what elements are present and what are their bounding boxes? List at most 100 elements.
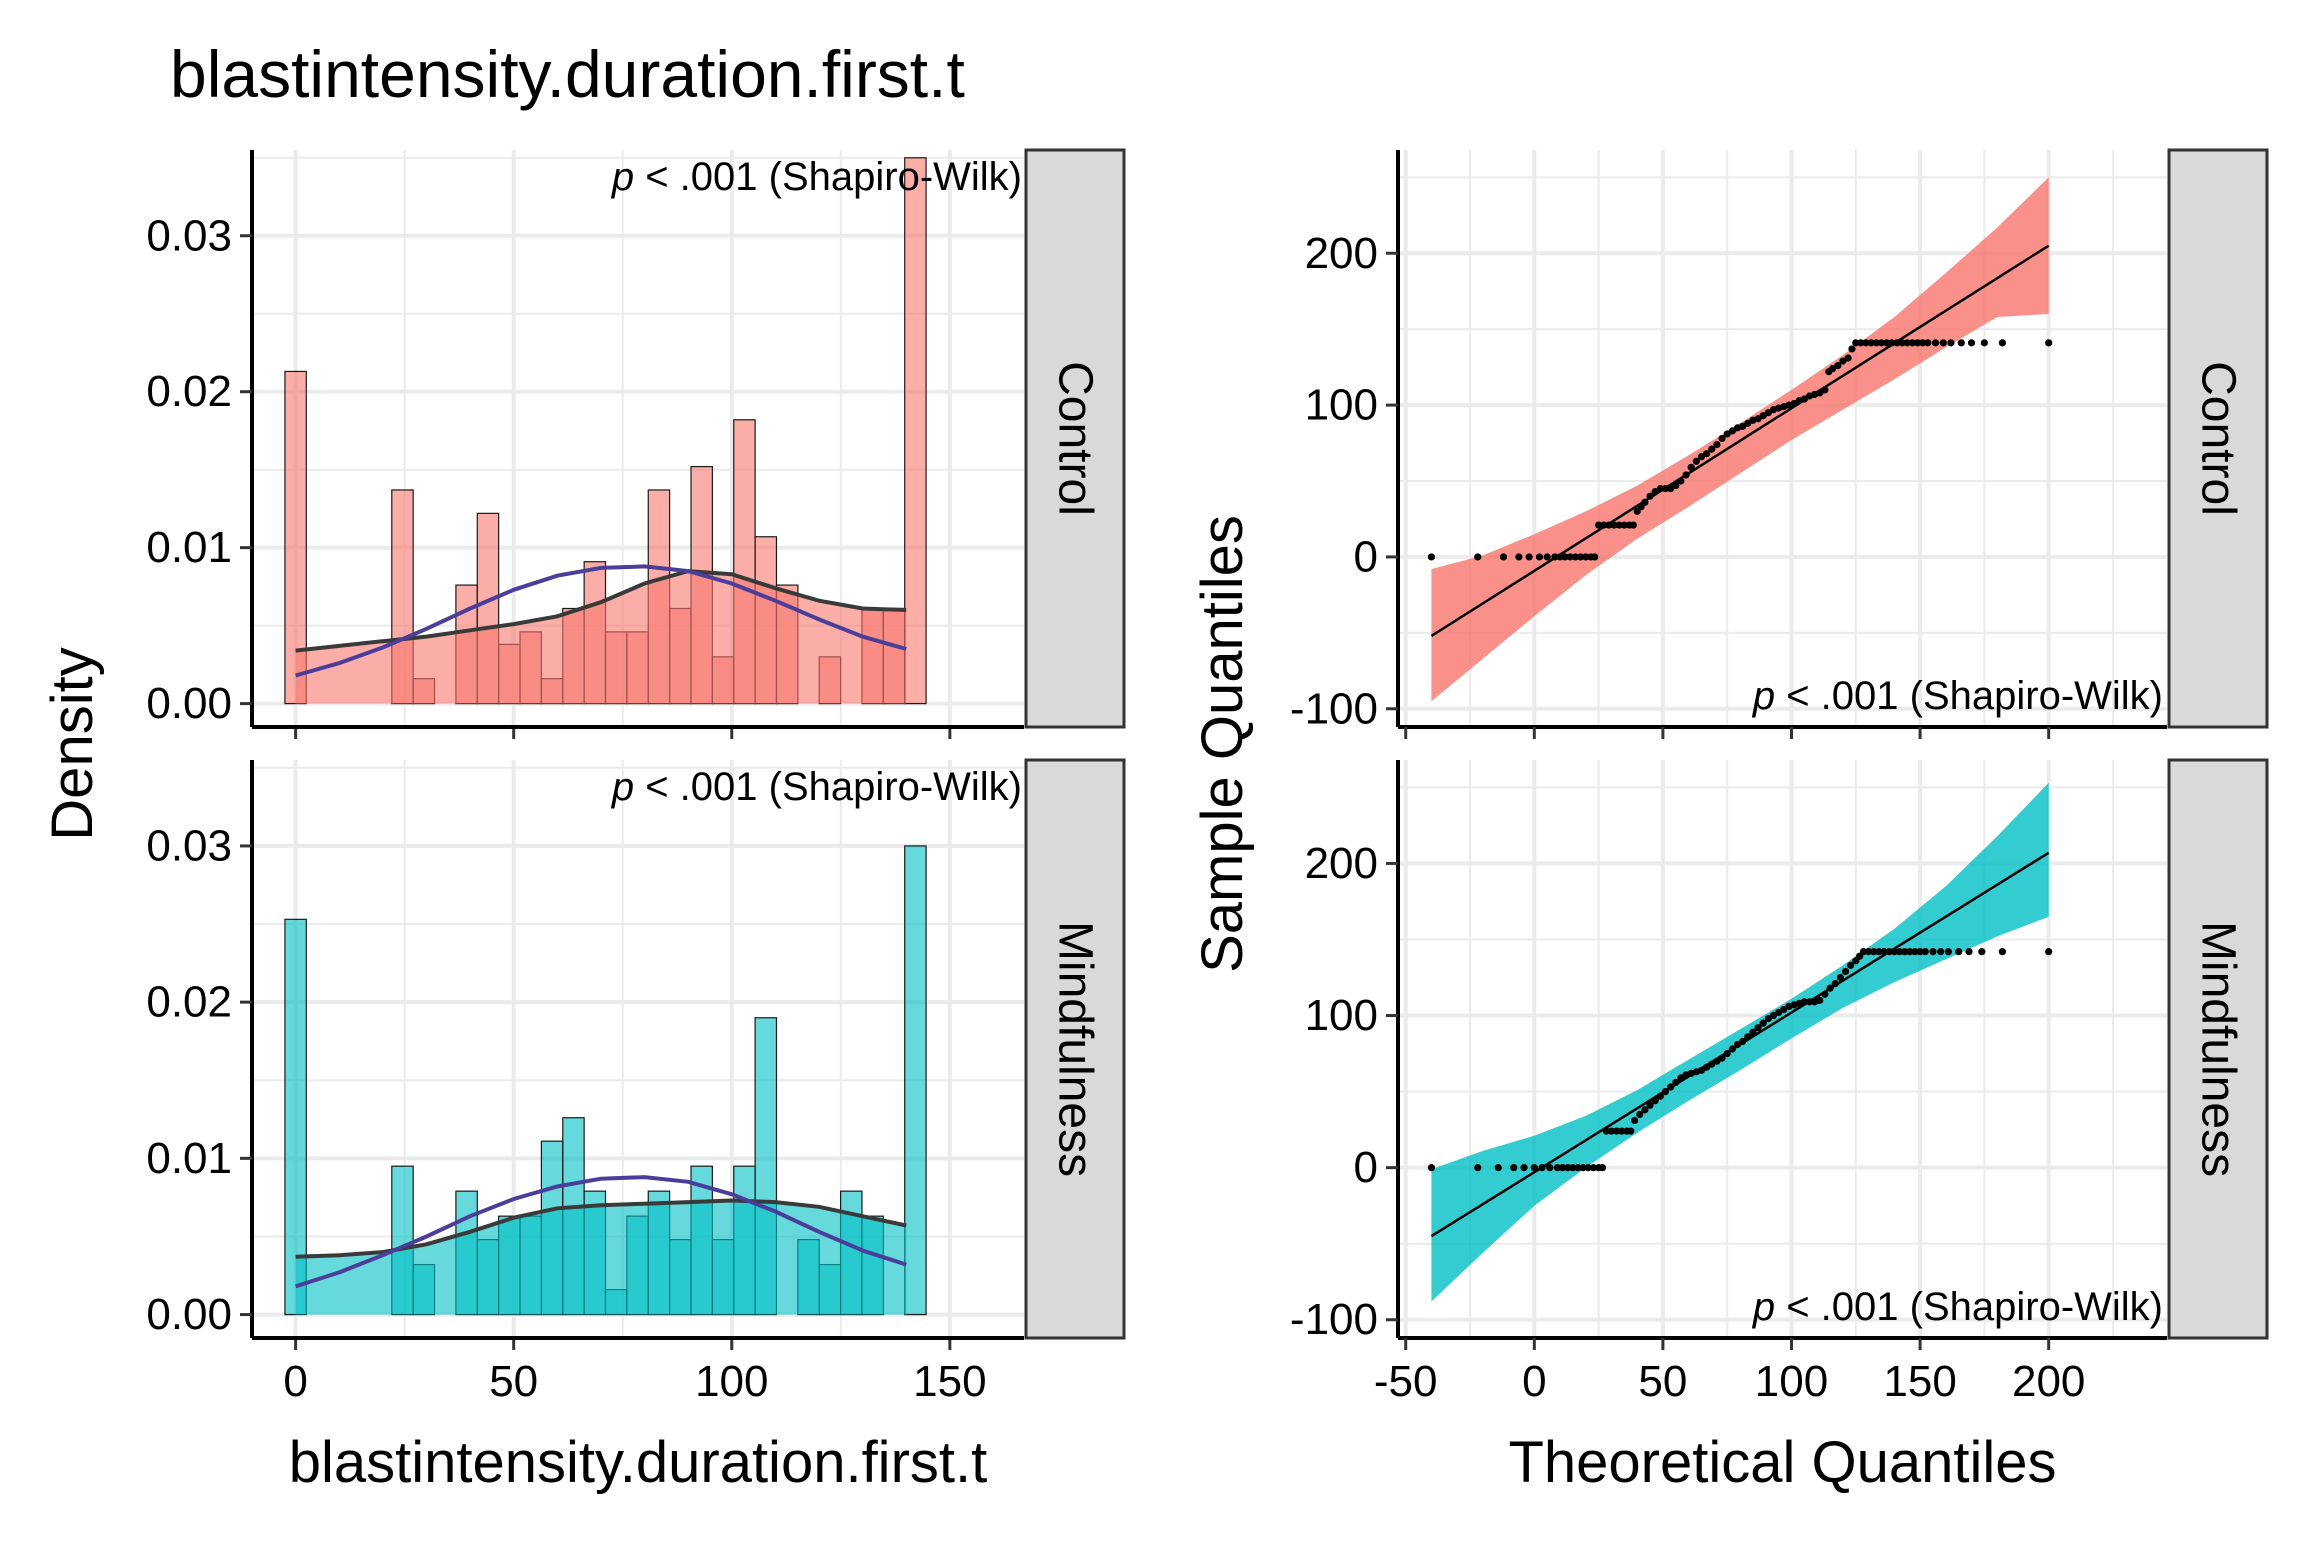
qq-point: [1582, 553, 1590, 561]
qq-point: [1656, 485, 1664, 493]
x-tick-label: 150: [1883, 1357, 1956, 1406]
qq-point: [1841, 967, 1850, 976]
facet-strip: [1024, 758, 1126, 1340]
qq-point: [1574, 1164, 1582, 1172]
qq-point: [1816, 996, 1824, 1004]
main-title: blastintensity.duration.first.t: [170, 37, 965, 111]
qq-point: [1877, 339, 1886, 347]
x-tick-label: 200: [2012, 1357, 2085, 1406]
qq-point: [1591, 553, 1599, 561]
p-symbol: p: [611, 155, 645, 199]
qq-point: [1564, 1164, 1572, 1172]
p-symbol: p: [611, 765, 645, 809]
qq-panel: p < .001 (Shapiro-Wilk) Control -100 0 100 20…: [1190, 148, 2269, 1495]
qq-point: [1862, 339, 1870, 347]
qq-point: [1913, 339, 1922, 347]
qq-point: [1895, 948, 1904, 956]
facet-strip-label: Mindfulness: [1049, 921, 1102, 1177]
qq-point: [1561, 553, 1569, 561]
y-tick-label: 0.01: [146, 1134, 232, 1183]
y-tick-label: 100: [1305, 991, 1378, 1040]
p-value-text: < .001 (Shapiro-Wilk): [645, 155, 1022, 199]
facet-strip-label: Control: [2192, 361, 2245, 516]
x-tick-label: -50: [1374, 1357, 1438, 1406]
qq-point: [1754, 1024, 1762, 1032]
qq-point: [2045, 948, 2053, 956]
qq-point: [1474, 553, 1482, 561]
qq-point: [1629, 521, 1637, 529]
x-tick-label: 0: [1522, 1357, 1546, 1406]
qq-point: [1965, 948, 1973, 956]
qq-point: [1998, 339, 2006, 347]
qq-point: [1885, 948, 1893, 956]
histogram-facet-control: p < .001 (Shapiro-Wilk) Control 0.00 0.01 0.…: [146, 148, 1126, 739]
qq-point: [1494, 1164, 1502, 1172]
p-symbol: p: [1752, 674, 1786, 718]
qq-facet-mindfulness: p < .001 (Shapiro-Wilk) Mindfulness -100 0 1…: [1290, 758, 2269, 1406]
qq-point: [1980, 339, 1988, 347]
facet-strip: [2167, 148, 2269, 729]
y-tick-label: 0.02: [146, 978, 232, 1027]
shapiro-wilk-label: p < .001 (Shapiro-Wilk): [1752, 1285, 2163, 1329]
qq-point: [1641, 498, 1649, 506]
qq-point: [1651, 1097, 1659, 1105]
qq-point: [1848, 345, 1856, 353]
qq-point: [1844, 354, 1852, 362]
qq-point: [1903, 339, 1911, 347]
qq-point: [1525, 553, 1533, 561]
y-tick-label: 0.03: [146, 821, 232, 870]
qq-point: [1677, 477, 1685, 485]
qq-point: [1906, 948, 1914, 956]
histogram-panel: p < .001 (Shapiro-Wilk) Control 0.00 0.01 0.…: [40, 148, 1126, 1495]
qq-point: [1831, 979, 1839, 988]
y-tick-label: 0.00: [146, 1290, 232, 1339]
qq-point: [1957, 339, 1965, 347]
qq-point: [1836, 973, 1844, 982]
qq-point: [1543, 553, 1551, 561]
y-tick-label: 0: [1354, 1143, 1378, 1192]
qq-point: [1955, 948, 1963, 956]
histogram-bar: [904, 157, 927, 705]
qq-point: [1916, 948, 1924, 956]
qq-point: [1535, 553, 1544, 561]
x-tick-label: 100: [1755, 1357, 1828, 1406]
reference-line: [1430, 244, 2050, 637]
qq-point: [1672, 481, 1680, 490]
qq-point: [1641, 1106, 1649, 1114]
qq-point: [1618, 1127, 1626, 1135]
qq-point: [1579, 1164, 1587, 1172]
qq-point: [1826, 984, 1834, 992]
qq-point: [1872, 339, 1880, 347]
qq-point: [1865, 948, 1873, 956]
density-area: [295, 1200, 907, 1315]
qq-point: [1427, 553, 1436, 561]
confidence-band: [1431, 177, 2049, 702]
qq-point: [1595, 521, 1603, 529]
qq-point: [1589, 1164, 1598, 1172]
qq-point: [1672, 1078, 1680, 1087]
qq-point: [1605, 521, 1613, 529]
qq-point: [1978, 948, 1986, 956]
qq-point: [1566, 553, 1574, 561]
shapiro-wilk-label: p < .001 (Shapiro-Wilk): [1752, 674, 2163, 718]
qq-point: [1627, 1127, 1635, 1135]
qq-point: [1546, 1164, 1554, 1172]
p-value-text: < .001 (Shapiro-Wilk): [645, 765, 1022, 809]
x-axis-title: Theoretical Quantiles: [1508, 1430, 2056, 1495]
qq-point: [1944, 948, 1952, 956]
qq-point: [1692, 457, 1700, 465]
qq-point: [1427, 1164, 1436, 1172]
x-tick-label: 100: [695, 1357, 768, 1406]
x-tick-label: 50: [1638, 1357, 1687, 1406]
qq-point: [1610, 521, 1618, 529]
qq-point: [1718, 434, 1726, 443]
histogram-bar: [904, 845, 927, 1316]
qq-point: [1908, 339, 1916, 347]
histogram-facet-mindfulness: p < .001 (Shapiro-Wilk) Mindfulness 0.00 0.…: [146, 758, 1126, 1406]
qq-facet-control: p < .001 (Shapiro-Wilk) Control -100 0 100 20…: [1290, 148, 2269, 739]
qq-point: [1615, 521, 1623, 529]
density-area: [295, 571, 907, 704]
qq-point: [1759, 1019, 1767, 1027]
